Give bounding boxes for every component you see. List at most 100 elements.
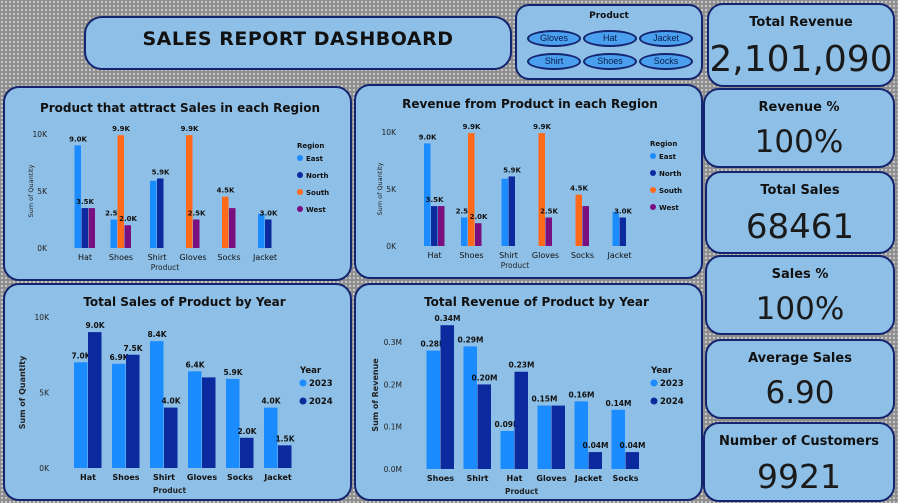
slicer-item-socks[interactable]: Socks xyxy=(639,53,693,70)
x-tick-label: Hat xyxy=(427,251,441,260)
data-label: 3.5K xyxy=(426,196,444,204)
slicer-item-gloves[interactable]: Gloves xyxy=(527,30,581,47)
x-axis-label: Product xyxy=(151,263,180,272)
y-axis-label: Sum of Quantity xyxy=(18,355,27,429)
slicer-item-shoes[interactable]: Shoes xyxy=(583,53,637,70)
region-sales-chart: Product that attract Sales in each Regio… xyxy=(27,101,329,272)
bar-west-shoes xyxy=(475,223,482,246)
legend-label: 2023 xyxy=(660,379,684,389)
legend-label: East xyxy=(659,153,677,161)
data-label: 4.0K xyxy=(161,397,181,406)
y-tick-label: 10K xyxy=(33,130,49,139)
x-tick-label: Shoes xyxy=(109,253,133,262)
kpi-value: 68461 xyxy=(745,207,855,247)
x-tick-label: Hat xyxy=(507,474,523,483)
x-tick-label: Gloves xyxy=(187,473,217,482)
bar-2024-jacket xyxy=(278,445,292,468)
legend-label: East xyxy=(306,155,324,163)
revenue-by-year-chart: Total Revenue of Product by Year 0.0M 0.1M… xyxy=(371,295,684,496)
x-tick-label: Shoes xyxy=(427,474,454,483)
slicer-item-jacket[interactable]: Jacket xyxy=(639,30,693,47)
y-tick-label: 0K xyxy=(386,242,397,251)
kpi-revenue-percent: Revenue % 100% xyxy=(703,88,895,168)
kpi-total-sales: Total Sales 68461 xyxy=(705,171,895,254)
legend-label: West xyxy=(659,204,679,212)
kpi-total-revenue: Total Revenue 2,101,090 xyxy=(707,3,895,87)
legend-label: 2024 xyxy=(660,397,684,407)
data-label: 2.0K xyxy=(119,215,137,223)
x-tick-label: Gloves xyxy=(179,253,206,262)
slicer-item-shirt[interactable]: Shirt xyxy=(527,53,581,70)
data-label: 9.9K xyxy=(533,123,551,131)
x-tick-label: Shirt xyxy=(499,251,518,260)
bar-2023-shoes xyxy=(426,350,440,469)
x-tick-label: Jacket xyxy=(252,253,277,262)
legend-title: Region xyxy=(650,140,677,148)
bar-east-hat xyxy=(424,143,431,246)
data-label: 5.9K xyxy=(152,168,170,176)
x-tick-label: Socks xyxy=(227,473,253,482)
legend-label: 2024 xyxy=(309,397,333,407)
kpi-value: 9921 xyxy=(757,457,841,496)
legend-label: North xyxy=(659,170,681,178)
bar-west-shoes xyxy=(124,225,131,248)
legend-label: West xyxy=(306,206,326,214)
bar-2023-jacket xyxy=(574,401,588,469)
x-tick-label: Jacket xyxy=(263,473,292,482)
bar-east-jacket xyxy=(258,213,265,248)
y-tick-label: 0.3M xyxy=(384,338,402,347)
bar-2024-socks xyxy=(625,452,639,469)
data-label: 9.0K xyxy=(419,133,437,141)
product-slicer: Product Gloves Hat Jacket Shirt Shoes So… xyxy=(515,4,703,80)
kpi-label: Sales % xyxy=(771,267,829,282)
y-tick-label: 5K xyxy=(37,187,48,196)
kpi-number-of-customers: Number of Customers 9921 xyxy=(703,422,895,502)
data-label: 7.5K xyxy=(123,344,143,353)
bar-2023-socks xyxy=(611,409,625,469)
kpi-average-sales: Average Sales 6.90 xyxy=(705,339,895,419)
bar-south-gloves xyxy=(186,135,193,248)
legend-swatch-2023 xyxy=(650,379,658,387)
bar-2023-socks xyxy=(226,378,240,468)
data-label: 2.5K xyxy=(105,210,123,218)
data-label: 4.0K xyxy=(261,397,281,406)
bar-south-socks xyxy=(222,196,229,248)
bar-west-gloves xyxy=(193,219,200,248)
slicer-item-hat[interactable]: Hat xyxy=(583,30,637,47)
bar-2024-gloves xyxy=(551,405,565,469)
x-tick-label: Jacket xyxy=(574,474,603,483)
bar-west-gloves xyxy=(545,217,552,246)
bar-east-jacket xyxy=(612,211,619,246)
x-tick-label: Hat xyxy=(80,473,96,482)
bar-west-socks xyxy=(229,208,236,248)
y-tick-label: 0.2M xyxy=(384,380,402,389)
bar-north-hat xyxy=(431,206,438,246)
bar-2023-hat xyxy=(500,430,514,469)
legend-title: Region xyxy=(297,142,324,150)
x-tick-label: Shirt xyxy=(148,253,167,262)
data-label: 3.0K xyxy=(614,208,632,216)
bar-south-socks xyxy=(575,194,582,246)
x-tick-label: Hat xyxy=(78,253,92,262)
kpi-label: Average Sales xyxy=(748,351,852,366)
legend-label: North xyxy=(306,172,328,180)
bar-2023-gloves xyxy=(188,371,202,468)
data-label: 6.4K xyxy=(185,360,205,369)
y-tick-label: 0.0M xyxy=(384,465,402,474)
data-label: 9.9K xyxy=(181,125,199,133)
y-tick-label: 5K xyxy=(386,185,397,194)
kpi-value: 2,101,090 xyxy=(709,39,893,80)
x-tick-label: Jacket xyxy=(606,251,631,260)
legend-swatch-west xyxy=(297,206,303,212)
x-tick-label: Gloves xyxy=(532,251,559,260)
bar-south-shoes xyxy=(468,133,475,246)
legend-swatch-north xyxy=(297,172,303,178)
chart-title: Total Sales of Product by Year xyxy=(83,295,285,309)
bar-east-shoes xyxy=(110,219,117,248)
data-label: 2.5K xyxy=(540,208,558,216)
data-label: 5.9K xyxy=(223,368,243,377)
chart-panel-sales-by-year: Total Sales of Product by Year 0K 5K 10K Sum… xyxy=(3,283,352,501)
data-label: 2.5K xyxy=(188,210,206,218)
data-label: 2.5K xyxy=(456,208,474,216)
chart-panel-region-sales: Product that attract Sales in each Regio… xyxy=(3,86,352,281)
